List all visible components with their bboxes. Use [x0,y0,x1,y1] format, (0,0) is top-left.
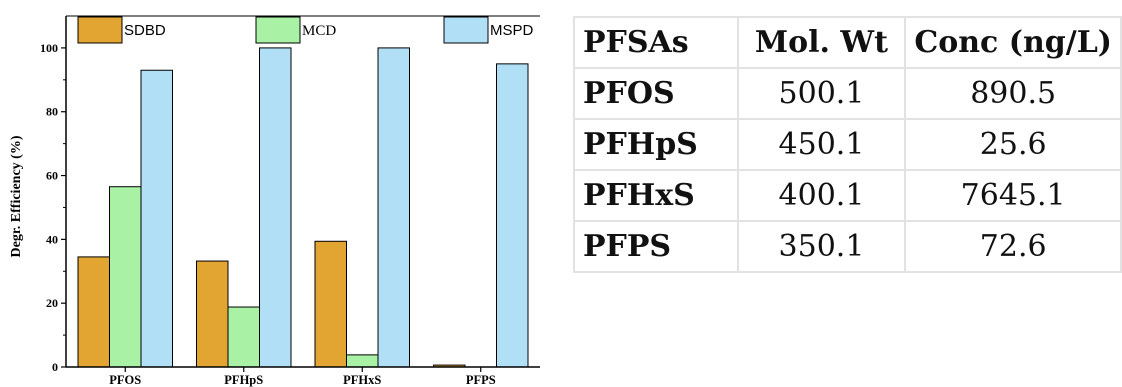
legend-label-mcd: MCD [302,23,336,39]
cell-mol-wt: 350.1 [736,220,907,273]
pfsa-table: PFSAs Mol. Wt Conc (ng/L) PFOS 500.1 890… [573,16,1122,273]
bar-sdbd-pfhps [196,260,229,368]
cell-mol-wt: 400.1 [736,169,907,222]
table-row: PFHxS 400.1 7645.1 [573,169,1122,222]
bar-mcd-pfhxs [346,354,379,368]
cell-name: PFPS [573,220,739,273]
y-tick-label: 20 [46,296,58,310]
y-tick-label: 40 [46,232,58,246]
cell-conc: 25.6 [904,118,1122,171]
header-conc: Conc (ng/L) [904,16,1122,69]
y-tick-label: 0 [52,360,58,374]
y-tick-label: 80 [46,105,58,119]
cell-name: PFOS [573,67,739,120]
cell-conc: 72.6 [904,220,1122,273]
cell-conc: 7645.1 [904,169,1122,222]
y-tick-label: 60 [46,169,58,183]
axes-layer: 0 20 40 60 80 100 PFOS PFHpS PFHxS PFPS Degr. Effi… [9,15,540,387]
legend: SDBD MCD MSPD [77,16,534,44]
x-tick-label: PFPS [466,373,496,387]
bar-mspd-pfhxs [377,47,410,368]
table-row: PFOS 500.1 890.5 [573,67,1122,120]
header-pfsas: PFSAs [573,16,739,69]
bars-layer [77,47,529,368]
bar-mspd-pfps [496,63,529,368]
pfsa-table-container: PFSAs Mol. Wt Conc (ng/L) PFOS 500.1 890… [573,16,1122,280]
cell-name: PFHpS [573,118,739,171]
cell-mol-wt: 500.1 [736,67,907,120]
x-tick-label: PFHxS [343,373,381,387]
legend-label-mspd: MSPD [490,22,534,39]
bar-mspd-pfhps [259,47,292,368]
legend-swatch-sdbd [77,16,123,44]
table-row: PFPS 350.1 72.6 [573,220,1122,273]
bar-sdbd-pfhxs [314,240,347,368]
bar-mcd-pfos [109,186,142,368]
table-row: PFHpS 450.1 25.6 [573,118,1122,171]
bar-mspd-pfos [140,69,173,368]
y-tick-label: 100 [40,41,58,55]
legend-label-sdbd: SDBD [124,22,166,39]
cell-conc: 890.5 [904,67,1122,120]
header-mol-wt: Mol. Wt [736,16,907,69]
bar-mcd-pfhps [227,306,260,368]
x-tick-label: PFOS [109,373,141,387]
bar-sdbd-pfos [77,256,110,368]
legend-swatch-mcd [255,16,301,44]
table-header-row: PFSAs Mol. Wt Conc (ng/L) [573,16,1122,69]
bar-chart: 0 20 40 60 80 100 PFOS PFHpS PFHxS PFPS Degr. Effi… [9,15,540,387]
cell-name: PFHxS [573,169,739,222]
legend-swatch-mspd [443,16,489,44]
x-tick-label: PFHpS [224,373,263,387]
y-axis-label: Degr. Efficiency (%) [9,135,24,257]
cell-mol-wt: 450.1 [736,118,907,171]
